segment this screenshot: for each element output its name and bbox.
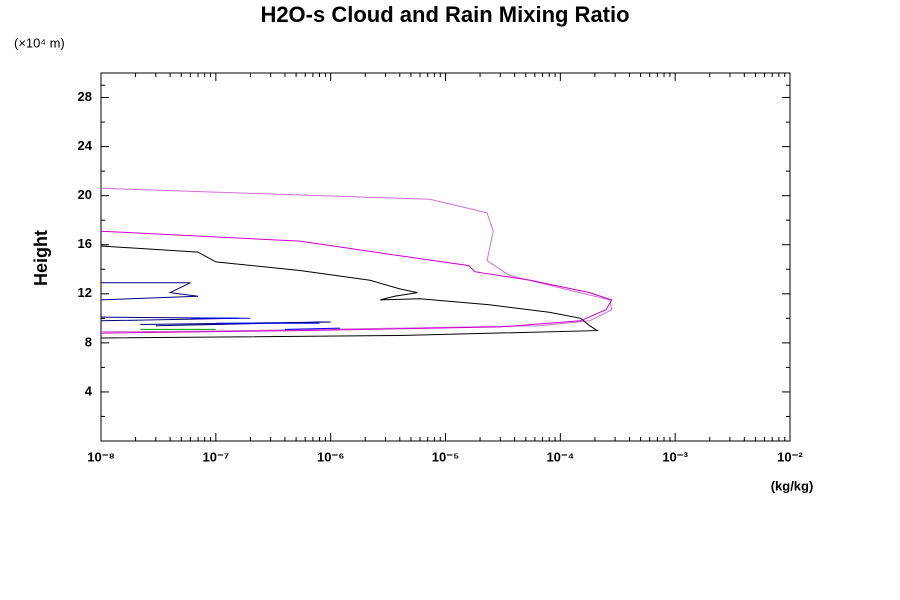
- y-tick-label: 28: [78, 89, 92, 104]
- data-line: [100, 282, 331, 327]
- x-tick-label: 10⁻⁷: [202, 449, 229, 464]
- y-tick-label: 8: [85, 334, 92, 349]
- x-tick-label: 10⁻³: [662, 449, 688, 464]
- x-tick-label: 10⁻⁵: [432, 449, 459, 464]
- x-tick-label: 10⁻²: [777, 449, 803, 464]
- data-line: [100, 187, 613, 333]
- y-tick-label: 16: [78, 236, 92, 251]
- x-tick-label: 10⁻⁶: [317, 449, 344, 464]
- x-unit: (kg/kg): [771, 478, 814, 493]
- y-tick-label: 24: [78, 138, 93, 153]
- x-tick-label: 10⁻⁴: [546, 449, 574, 464]
- plot-frame: [100, 72, 791, 442]
- y-unit: (×10⁴ m): [14, 35, 65, 50]
- y-tick-label: 20: [78, 187, 92, 202]
- data-line: [190, 317, 340, 330]
- y-axis-label: Height: [31, 230, 51, 286]
- data-line: [100, 230, 613, 334]
- data-line: [100, 245, 599, 339]
- y-tick-label: 12: [78, 285, 92, 300]
- y-tick-label: 4: [85, 383, 93, 398]
- chart-title: H2O-s Cloud and Rain Mixing Ratio: [260, 2, 629, 27]
- x-tick-label: 10⁻⁸: [87, 449, 114, 464]
